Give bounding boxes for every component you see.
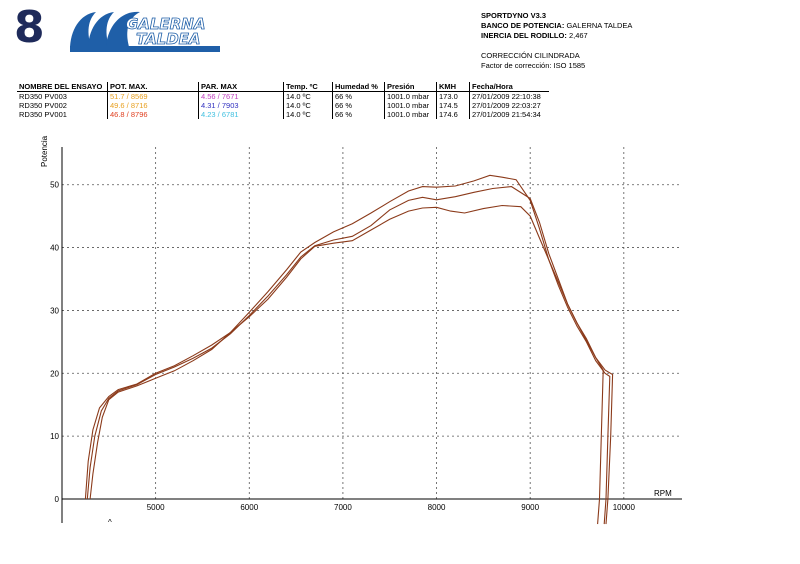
cell-humidity: 66 % [332,91,385,101]
x-axis-label: RPM [654,489,672,498]
x-tick-label: 8000 [428,503,446,512]
y-tick-label: 50 [50,181,59,190]
cell-name: RD350 PV003 [19,92,67,101]
software-version: SPORTDYNO V3.3 [481,11,547,20]
col-header-name: NOMBRE DEL ENSAYO [17,82,108,92]
cell-pot-max: 49.6 / 8716 [107,101,199,110]
col-header-kmh: KMH [436,82,470,92]
axis-marker-caret: ^ [108,518,112,527]
cell-par-max: 4.31 / 7903 [198,101,284,110]
inertia-line: INERCIA DEL RODILLO: 2,467 [481,31,588,41]
cell-humidity: 66 % [332,110,385,119]
x-tick-label: 7000 [334,503,352,512]
col-header-hum: Humedad % [332,82,385,92]
bench-line: BANCO DE POTENCIA: GALERNA TALDEA [481,21,632,31]
x-tick-label: 6000 [240,503,258,512]
y-tick-label: 10 [50,432,59,441]
cell-par-max: 4.23 / 6781 [198,110,284,119]
table-header-row: NOMBRE DEL ENSAYO POT. MAX. PAR. MAX Tem… [17,82,549,92]
x-tick-label: 9000 [521,503,539,512]
logo-line2: TALDEA [136,30,201,48]
cell-humidity: 66 % [332,101,385,110]
col-header-temp: Temp. ºC [283,82,333,92]
x-tick-label: 5000 [147,503,165,512]
logo-line1: GALERNA [126,15,205,33]
cell-temp: 14.0 ºC [283,91,333,101]
inertia-label: INERCIA DEL RODILLO: [481,31,567,40]
cell-name: RD350 PV001 [19,110,67,119]
y-tick-label: 20 [50,369,59,378]
cell-pressure: 1001.0 mbar [384,110,437,119]
cell-par-max: 4.56 / 7671 [198,91,284,101]
col-header-pres: Presión [384,82,437,92]
wave-logo-mark [70,11,220,52]
cell-kmh: 174.6 [436,110,470,119]
x-tick-label: 10000 [613,503,636,512]
correction-title: CORRECCIÓN CILINDRADA [481,51,580,60]
y-tick-label: 40 [50,244,59,253]
cell-date: 27/01/2009 22:03:27 [469,101,549,110]
col-header-pot: POT. MAX. [107,82,199,92]
cell-pot-max: 46.8 / 8796 [107,110,199,119]
chart-series [84,174,614,525]
galerna-taldea-logo: GALERNA TALDEA [70,11,220,52]
cell-pressure: 1001.0 mbar [384,91,437,101]
cell-name: RD350 PV002 [19,101,67,110]
cell-pressure: 1001.0 mbar [384,101,437,110]
correction-factor: Factor de corrección: ISO 1585 [481,61,586,70]
col-header-fecha: Fecha/Hora [469,82,549,92]
cell-temp: 14.0 ºC [283,101,333,110]
table-row: RD350 PV002 49.6 / 8716 4.31 / 7903 14.0 ºC… [17,101,549,110]
series-line-2 [86,186,614,525]
cell-date: 27/01/2009 22:10:38 [469,91,549,101]
y-tick-label: 30 [50,306,59,315]
cell-date: 27/01/2009 21:54:34 [469,110,549,119]
cell-kmh: 173.0 [436,91,470,101]
bench-value: GALERNA TALDEA [566,21,633,30]
cell-kmh: 174.5 [436,101,470,110]
chart-tick-labels: 5000 6000 7000 8000 9000 10000 0 10 20 30 40 50 [50,181,635,512]
chart-axes [61,147,682,523]
cell-temp: 14.0 ºC [283,110,333,119]
series-line-1 [89,174,611,525]
table-row: RD350 PV003 51.7 / 8569 4.56 / 7671 14.0 ºC… [17,91,549,101]
y-axis-label: Potencia [40,135,49,167]
cell-pot-max: 51.7 / 8569 [107,91,199,101]
page-number: 8 [14,2,45,53]
bench-label: BANCO DE POTENCIA: [481,21,565,30]
chart-grid [62,147,680,499]
test-results-table: NOMBRE DEL ENSAYO POT. MAX. PAR. MAX Tem… [17,82,549,119]
table-row: RD350 PV001 46.8 / 8796 4.23 / 6781 14.0 ºC… [17,110,549,119]
col-header-par: PAR. MAX [198,82,284,92]
inertia-value: 2,467 [568,31,588,40]
y-tick-label: 0 [55,495,60,504]
series-line-3 [84,204,604,525]
